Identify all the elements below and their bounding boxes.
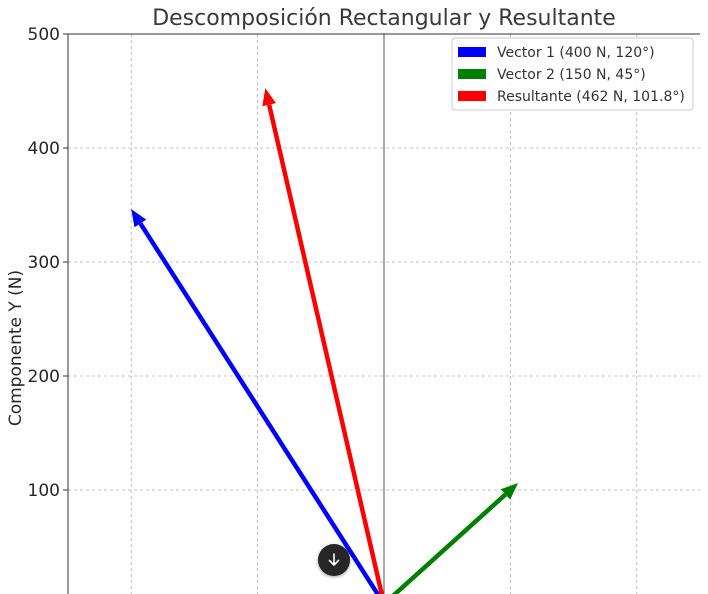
y-tick-label: 400 bbox=[28, 139, 60, 159]
vector-shaft-2 bbox=[391, 492, 507, 594]
y-tick-label: 200 bbox=[28, 367, 60, 387]
legend-label-2: Vector 2 (150 N, 45°) bbox=[497, 67, 646, 83]
y-tick-labels: 100 200 300 400 500 bbox=[28, 25, 68, 501]
vector-shaft-3 bbox=[266, 104, 385, 594]
y-tick-label: 500 bbox=[28, 25, 60, 45]
vectors bbox=[131, 88, 519, 594]
legend-swatch-1 bbox=[458, 47, 486, 57]
vector-head-2 bbox=[500, 483, 519, 500]
chart-title: Descomposición Rectangular y Resultante bbox=[152, 6, 616, 31]
legend-swatch-3 bbox=[458, 91, 486, 101]
vector-head-3 bbox=[262, 88, 276, 107]
axes bbox=[67, 33, 700, 594]
legend-label-3: Resultante (462 N, 101.8°) bbox=[497, 89, 685, 105]
y-tick-label: 100 bbox=[28, 481, 60, 501]
arrow-down-icon bbox=[328, 553, 340, 566]
legend-swatch-2 bbox=[458, 69, 486, 79]
scroll-down-button[interactable] bbox=[318, 544, 350, 576]
y-axis-label: Componente Y (N) bbox=[6, 270, 26, 426]
legend: Vector 1 (400 N, 120°) Vector 2 (150 N, 4… bbox=[451, 37, 694, 111]
vector-shaft-1 bbox=[138, 222, 381, 594]
vector-head-1 bbox=[131, 209, 147, 228]
legend-frame bbox=[451, 37, 694, 111]
legend-label-1: Vector 1 (400 N, 120°) bbox=[497, 45, 655, 61]
y-tick-label: 300 bbox=[28, 253, 60, 273]
